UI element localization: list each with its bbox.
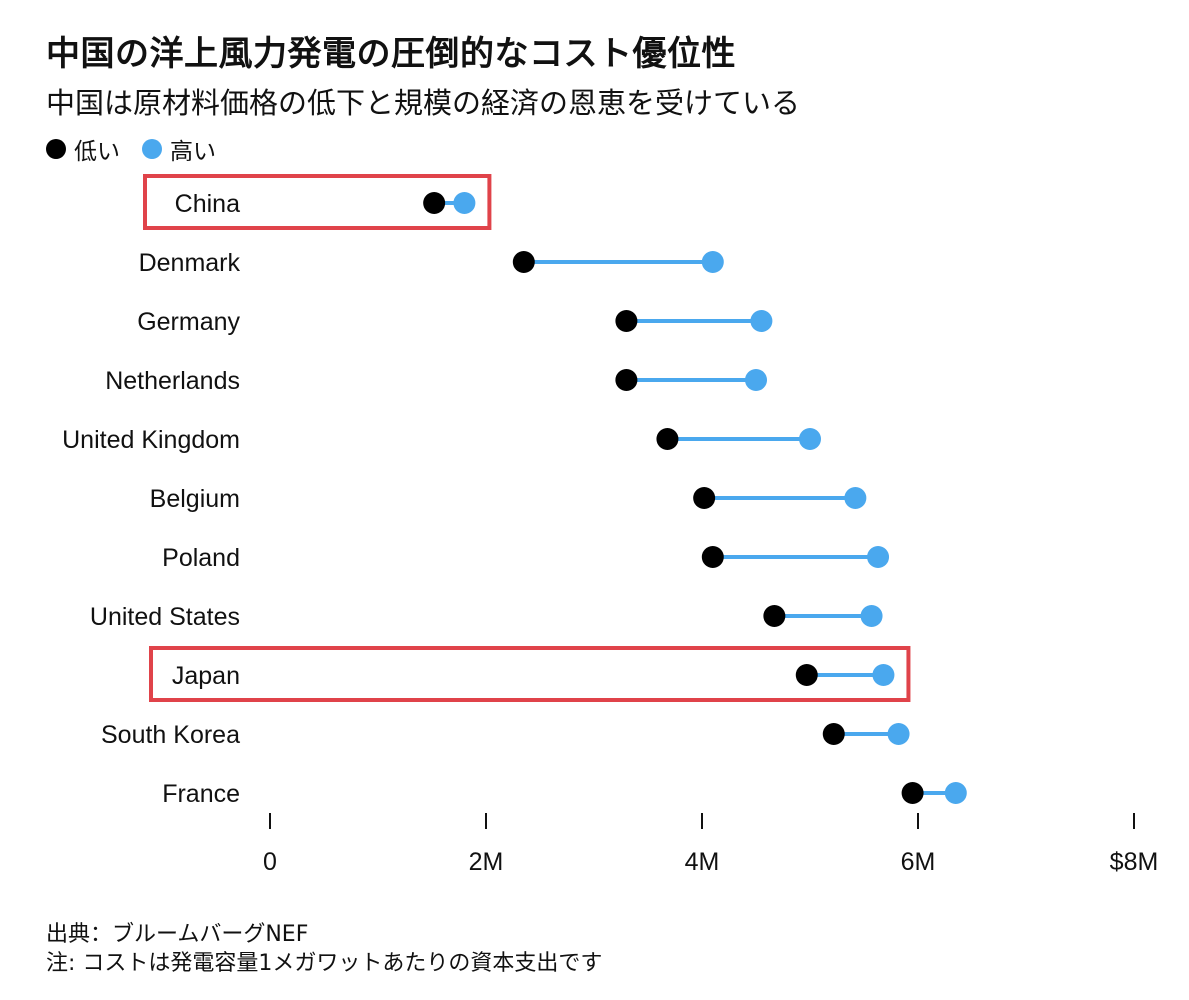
country-label-united-states: United States bbox=[90, 603, 240, 631]
dumbbell-chart: China Denmark Germany Netherlands United Kin… bbox=[62, 174, 1159, 876]
low-point-denmark bbox=[512, 251, 535, 273]
low-point-united-states bbox=[763, 605, 786, 627]
highlight-box-china bbox=[143, 174, 492, 230]
country-label-netherlands: Netherlands bbox=[105, 367, 240, 395]
country-label-france: France bbox=[162, 780, 240, 808]
footer: 出典：ブルームバーグNEF 注: コストは発電容量1メガワットあたりの資本支出で… bbox=[46, 920, 602, 978]
low-point-poland bbox=[701, 546, 724, 568]
country-label-china: China bbox=[175, 190, 240, 218]
low-point-united-kingdom bbox=[656, 428, 679, 450]
low-point-china bbox=[423, 192, 446, 214]
x-tick-label-4: $8M bbox=[1110, 848, 1159, 876]
chart-subtitle: 中国は原材料価格の低下と規模の経済の恩恵を受けている bbox=[46, 86, 801, 120]
country-label-south-korea: South Korea bbox=[101, 721, 240, 749]
x-tick-label-2: 4M bbox=[685, 848, 720, 876]
country-label-japan: Japan bbox=[172, 662, 240, 690]
x-tick-label-0: 0 bbox=[263, 848, 277, 876]
legend-high-dot bbox=[142, 139, 162, 159]
low-point-germany bbox=[615, 310, 638, 332]
low-point-france bbox=[901, 782, 924, 804]
country-label-united-kingdom: United Kingdom bbox=[62, 426, 240, 454]
high-point-united-states bbox=[860, 605, 883, 627]
high-point-united-kingdom bbox=[799, 428, 821, 450]
high-point-south-korea bbox=[887, 723, 910, 745]
low-point-japan bbox=[795, 664, 818, 686]
high-point-belgium bbox=[844, 487, 867, 509]
high-point-japan bbox=[872, 664, 895, 686]
country-label-poland: Poland bbox=[162, 544, 240, 572]
high-point-france bbox=[944, 782, 967, 804]
low-point-netherlands bbox=[615, 369, 638, 391]
legend-item-high: 高い bbox=[142, 132, 216, 166]
high-point-denmark bbox=[701, 251, 724, 273]
chart-title: 中国の洋上風力発電の圧倒的なコスト優位性 bbox=[46, 34, 736, 74]
low-point-belgium bbox=[693, 487, 716, 509]
country-label-germany: Germany bbox=[137, 308, 240, 336]
high-point-germany bbox=[750, 310, 773, 332]
legend-item-low: 低い bbox=[46, 132, 120, 166]
legend: 低い 高い bbox=[46, 132, 238, 166]
footnote: 注: コストは発電容量1メガワットあたりの資本支出です bbox=[46, 951, 603, 976]
low-point-south-korea bbox=[822, 723, 845, 745]
legend-high-label: 高い bbox=[170, 139, 216, 165]
legend-low-label: 低い bbox=[74, 139, 120, 165]
x-tick-label-1: 2M bbox=[469, 848, 504, 876]
source-note: 出典：ブルームバーグNEF bbox=[46, 922, 309, 947]
country-label-belgium: Belgium bbox=[150, 485, 240, 513]
legend-low-dot bbox=[46, 139, 66, 159]
high-point-china bbox=[453, 192, 476, 214]
high-point-netherlands bbox=[745, 369, 767, 391]
high-point-poland bbox=[867, 546, 890, 568]
x-tick-label-3: 6M bbox=[901, 848, 936, 876]
highlight-box-japan bbox=[149, 646, 911, 702]
country-label-denmark: Denmark bbox=[139, 249, 241, 277]
